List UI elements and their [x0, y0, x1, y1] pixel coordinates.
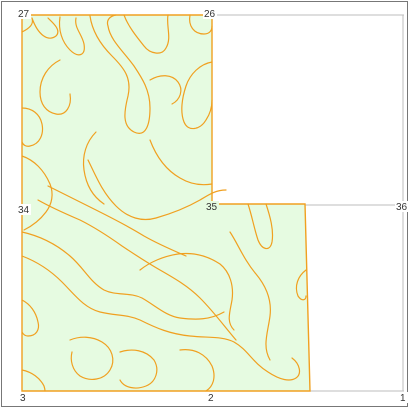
soil-line [21, 299, 40, 337]
soil-line [21, 107, 44, 147]
soil-line [229, 231, 271, 361]
soil-line [21, 231, 225, 320]
section-label-34: 34 [18, 205, 30, 216]
soil-line [247, 203, 274, 250]
soil-line [21, 155, 53, 231]
label-bg [399, 392, 408, 403]
section-label-1: 1 [400, 393, 406, 404]
label-bg [207, 392, 216, 403]
soil-line [189, 14, 213, 35]
soil-line [149, 75, 182, 105]
label-bg [205, 201, 219, 212]
soil-line [119, 349, 158, 389]
soil-line [295, 269, 307, 301]
soil-line [39, 59, 71, 115]
soil-line [139, 252, 235, 331]
label-bg [395, 201, 409, 212]
soil-line [123, 14, 170, 54]
section-labels: 27 26 34 35 36 3 2 1 [17, 8, 409, 404]
soil-line [149, 139, 213, 186]
section-label-3: 3 [20, 393, 26, 404]
soil-line [87, 159, 227, 221]
label-bg [203, 8, 217, 19]
label-bg [17, 8, 31, 19]
soil-line [89, 14, 151, 134]
soil-line [69, 336, 114, 380]
section-label-27: 27 [18, 9, 30, 20]
soil-line [82, 131, 105, 205]
soil-line [21, 17, 59, 39]
section-label-36: 36 [396, 202, 408, 213]
soil-line [21, 369, 46, 392]
soil-line [47, 185, 187, 257]
section-label-26: 26 [204, 9, 216, 20]
soil-line [21, 255, 301, 381]
soil-line [179, 349, 215, 392]
soil-line [58, 16, 85, 56]
soil-boundaries [21, 14, 307, 392]
soil-line [37, 199, 237, 341]
label-bg [17, 204, 31, 215]
soil-line [181, 61, 213, 130]
section-label-2: 2 [208, 393, 214, 404]
label-bg [19, 392, 28, 403]
section-label-35: 35 [206, 202, 218, 213]
